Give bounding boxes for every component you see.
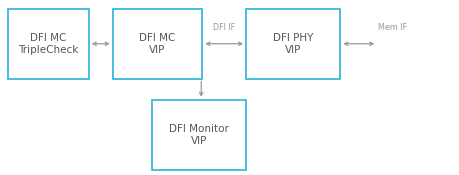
Text: Mem IF: Mem IF xyxy=(377,23,406,32)
Text: DFI MC
TripleCheck: DFI MC TripleCheck xyxy=(18,33,78,55)
FancyBboxPatch shape xyxy=(151,100,246,170)
FancyBboxPatch shape xyxy=(8,9,89,79)
FancyBboxPatch shape xyxy=(246,9,340,79)
FancyBboxPatch shape xyxy=(112,9,202,79)
Text: DFI PHY
VIP: DFI PHY VIP xyxy=(273,33,313,55)
Text: DFI MC
VIP: DFI MC VIP xyxy=(139,33,175,55)
Text: DFI IF: DFI IF xyxy=(213,23,235,32)
Text: DFI Monitor
VIP: DFI Monitor VIP xyxy=(168,124,229,146)
